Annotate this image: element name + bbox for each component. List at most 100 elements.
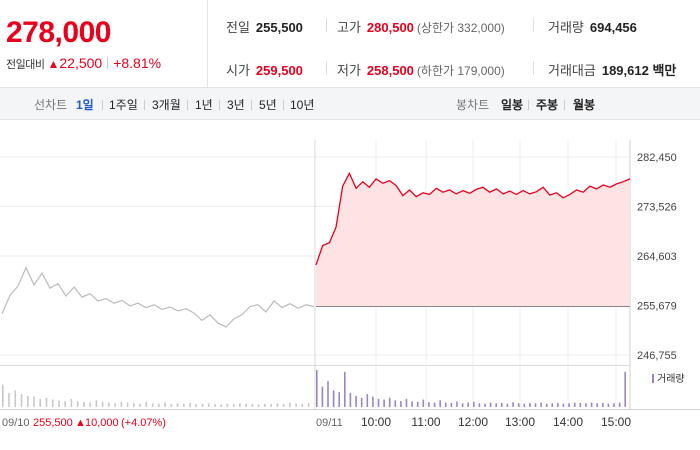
y-tick-label: 264,603: [637, 251, 677, 263]
volume-bar: [145, 401, 148, 407]
volume-bar: [195, 404, 197, 407]
volume-bar: [545, 403, 548, 407]
prev-session-line: [1, 266, 315, 328]
volume-bar: [332, 390, 335, 408]
today-session-line: [315, 171, 631, 266]
tab-1d[interactable]: 1일: [76, 98, 94, 112]
volume-bar: [579, 402, 582, 407]
volume-bar: [506, 403, 509, 407]
volume-bar: [270, 404, 272, 407]
volume-bar: [95, 400, 98, 407]
volume-bar: [83, 401, 85, 407]
volume-bar: [126, 402, 129, 407]
divider: [326, 18, 327, 32]
volume-bar: [183, 403, 185, 407]
tab-5y[interactable]: 5년: [259, 98, 277, 112]
prev-close-annotation: 255,500: [33, 417, 73, 429]
x-tick-label: 11:00: [411, 415, 440, 429]
volume-bar: [114, 403, 116, 407]
current-price: 278,000: [6, 16, 111, 49]
volume-bar: [355, 395, 357, 407]
volume-bar: [383, 399, 385, 407]
volume-value: 694,456: [589, 20, 637, 35]
volume-bar: [411, 401, 413, 407]
prev-change-pct-annotation: (+4.07%): [121, 417, 166, 429]
prev-close-label: 전일: [226, 20, 250, 35]
volume-bar: [189, 402, 191, 407]
change-amount: 22,500: [59, 55, 103, 71]
volume-bar: [101, 401, 104, 407]
volume-bar: [45, 397, 48, 408]
volume-bar: [557, 402, 559, 407]
y-axis: 282,450 273,526 264,603 255,679 246,755: [637, 152, 677, 362]
divider: [533, 61, 534, 75]
volume-bar: [433, 402, 436, 407]
volume-bar: [484, 403, 486, 407]
volume-bar: [349, 392, 352, 407]
volume-bar: [158, 403, 160, 407]
tab-10y[interactable]: 10년: [290, 98, 315, 112]
volume-bar: [276, 403, 279, 407]
volume-bar: [439, 400, 441, 407]
volume-bar: [372, 396, 374, 407]
tab-1w[interactable]: 1주일: [109, 98, 138, 112]
volume-bar: [316, 370, 318, 407]
tab-3y[interactable]: 3년: [227, 98, 245, 112]
y-tick-label: 246,755: [637, 350, 677, 362]
divider: [533, 18, 534, 32]
volume-bar: [164, 402, 166, 407]
volume-cell: 거래량 694,456: [548, 17, 637, 36]
volume-bar: [551, 403, 554, 407]
price-lines: [1, 171, 631, 328]
prev-close-cell: 전일 255,500: [226, 17, 303, 36]
y-tick-label: 273,526: [637, 202, 677, 214]
tab-divider: [144, 100, 145, 110]
volume-bar: [400, 401, 402, 407]
open-cell: 시가 259,500: [226, 60, 303, 79]
volume-bar: [70, 398, 73, 407]
volume-bar: [607, 403, 610, 407]
volume-bars: [2, 370, 626, 408]
tab-1y[interactable]: 1년: [195, 98, 213, 112]
y-tick-label: 255,679: [637, 301, 677, 313]
change-percent: +8.81%: [113, 55, 162, 71]
tab-weekly[interactable]: 주봉: [536, 98, 559, 112]
volume-bar: [388, 397, 391, 408]
volume-bar: [51, 399, 54, 407]
volume-bar: [456, 401, 458, 407]
high-cell: 고가 280,500 (상한가 332,000): [337, 17, 505, 36]
price-chart[interactable]: 282,450 273,526 264,603 255,679 246,755 10:0…: [0, 120, 700, 450]
candle-chart-label: 봉차트: [456, 98, 490, 112]
volume-bar: [568, 403, 570, 407]
volume-bar: [245, 403, 247, 407]
volume-bar: [27, 395, 29, 407]
tab-daily[interactable]: 일봉: [501, 98, 524, 112]
prev-close-value: 255,500: [255, 20, 303, 35]
low-value: 258,500: [366, 63, 414, 78]
volume-bar: [405, 398, 408, 407]
volume-bar: [76, 401, 79, 407]
volume-bar: [512, 402, 514, 407]
x-tick-label: 15:00: [601, 415, 631, 429]
x-tick-label: 13:00: [505, 415, 535, 429]
tab-divider: [283, 100, 284, 110]
today-area: [316, 173, 630, 307]
volume-bar: [2, 384, 4, 407]
low-label: 저가: [337, 63, 361, 78]
x-tick-label: 10:00: [361, 415, 391, 429]
volume-bar: [120, 401, 123, 407]
volume-bar: [534, 403, 537, 407]
volume-bar: [108, 402, 110, 407]
volume-bar: [151, 403, 154, 407]
volume-bar: [450, 402, 453, 407]
volume-bar: [251, 404, 254, 407]
volume-bar: [562, 403, 565, 407]
volume-bar: [64, 401, 66, 407]
tab-divider: [102, 100, 103, 110]
volume-bar: [473, 401, 475, 407]
tab-monthly[interactable]: 월봉: [573, 98, 596, 112]
volume-bar: [366, 394, 369, 407]
volume-bar: [39, 398, 41, 407]
volume-legend-swatch: [652, 374, 654, 383]
tab-3m[interactable]: 3개월: [152, 98, 181, 112]
